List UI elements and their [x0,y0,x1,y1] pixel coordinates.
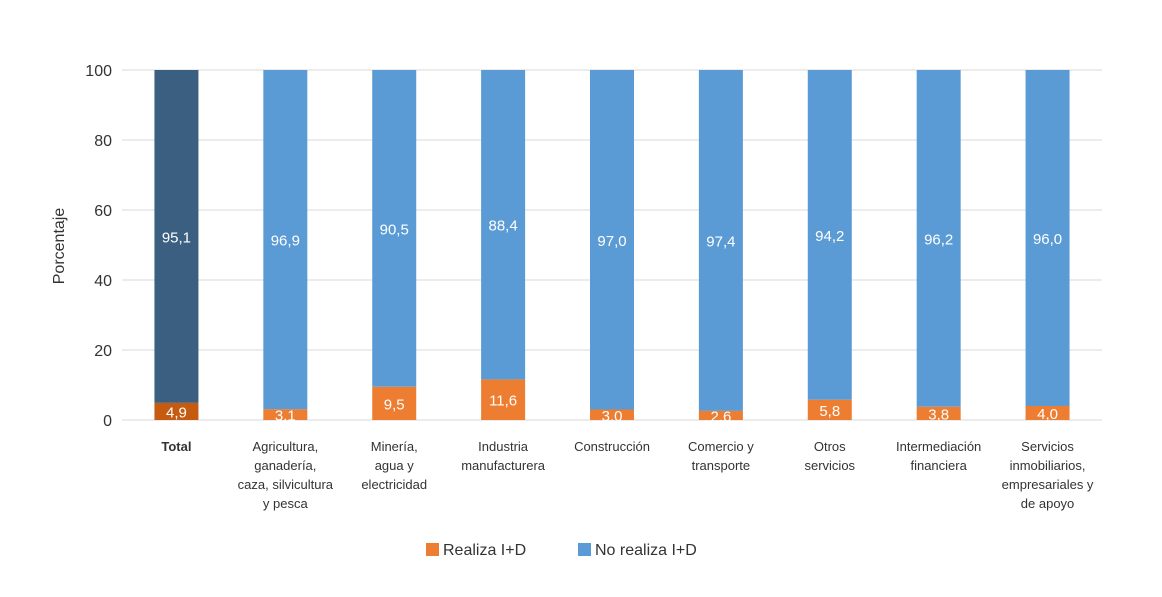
legend-swatch-1 [578,543,591,556]
value-label-realiza: 9,5 [384,396,405,413]
bar-realiza-8 [1025,406,1070,420]
value-label-no-realiza: 88,4 [489,218,518,235]
bar-no-realiza-7 [916,70,961,407]
y-tick-label: 40 [94,273,112,290]
y-tick-label: 20 [94,343,112,360]
y-tick-label: 0 [103,413,112,430]
legend-label-1: No realiza I+D [595,542,697,559]
bar-no-realiza-0 [154,70,199,403]
category-label: Construcción [574,439,650,454]
value-label-realiza: 2,6 [710,408,731,425]
value-label-no-realiza: 96,0 [1033,231,1062,248]
legend-swatch-0 [426,543,439,556]
bars [154,70,1070,420]
y-axis-label: Porcentaje [51,208,68,285]
bar-realiza-7 [916,406,961,420]
value-label-no-realiza: 97,4 [706,233,735,250]
bar-realiza-5 [698,410,743,420]
value-label-no-realiza: 96,2 [924,231,953,248]
y-tick-label: 60 [94,203,112,220]
category-label: Agricultura, ganadería, caza, silvicultura… [238,439,334,511]
value-label-realiza: 11,6 [489,393,517,410]
value-label-realiza: 3,1 [275,408,296,425]
value-labels: 4,9 95,1 3,1 96,9 9,5 90,5 11,6 88,4 3,0 97,0 2,6 9… [162,218,1062,426]
bar-no-realiza-6 [807,70,852,400]
legend-label-0: Realiza I+D [443,542,526,559]
bar-realiza-6 [807,399,852,420]
bar-realiza-4 [590,409,634,420]
y-tick-label: 80 [94,133,112,150]
value-label-no-realiza: 90,5 [380,221,409,238]
category-label: Comercio y transporte [688,439,754,473]
x-axis-categories: Total Agricultura, ganadería, caza, silvicu… [161,439,1094,511]
bar-realiza-2 [372,386,417,420]
bar-no-realiza-8 [1025,70,1070,406]
value-label-realiza: 3,8 [928,406,949,423]
category-label: Industria manufacturera [461,439,546,473]
value-label-realiza: 4,0 [1037,406,1058,423]
category-label: Otros servicios [804,439,855,473]
category-label: Servicios inmobiliarios, empresariales y de… [1002,439,1094,511]
category-label: Minería, agua y electricidad [361,439,427,492]
value-label-realiza: 5,8 [819,403,840,420]
bar-no-realiza-5 [698,70,743,411]
legend: Realiza I+D No realiza I+D [426,542,697,559]
bar-no-realiza-2 [372,70,417,387]
bar-no-realiza-3 [481,70,526,380]
bar-realiza-1 [263,409,308,420]
y-tick-label: 100 [85,63,112,80]
value-label-no-realiza: 96,9 [271,233,300,250]
category-label: Intermediación financiera [896,439,981,473]
bar-no-realiza-4 [590,70,634,410]
bar-no-realiza-1 [263,70,308,410]
value-label-realiza: 3,0 [602,408,623,425]
category-label: Total [161,439,191,454]
value-label-no-realiza: 97,0 [597,233,626,250]
value-label-no-realiza: 94,2 [815,228,844,245]
bar-realiza-3 [481,379,526,420]
value-label-no-realiza: 95,1 [162,229,191,246]
value-label-realiza: 4,9 [166,404,187,421]
y-axis-ticks: 0 20 40 60 80 100 [85,63,112,430]
bar-realiza-0 [154,402,199,420]
